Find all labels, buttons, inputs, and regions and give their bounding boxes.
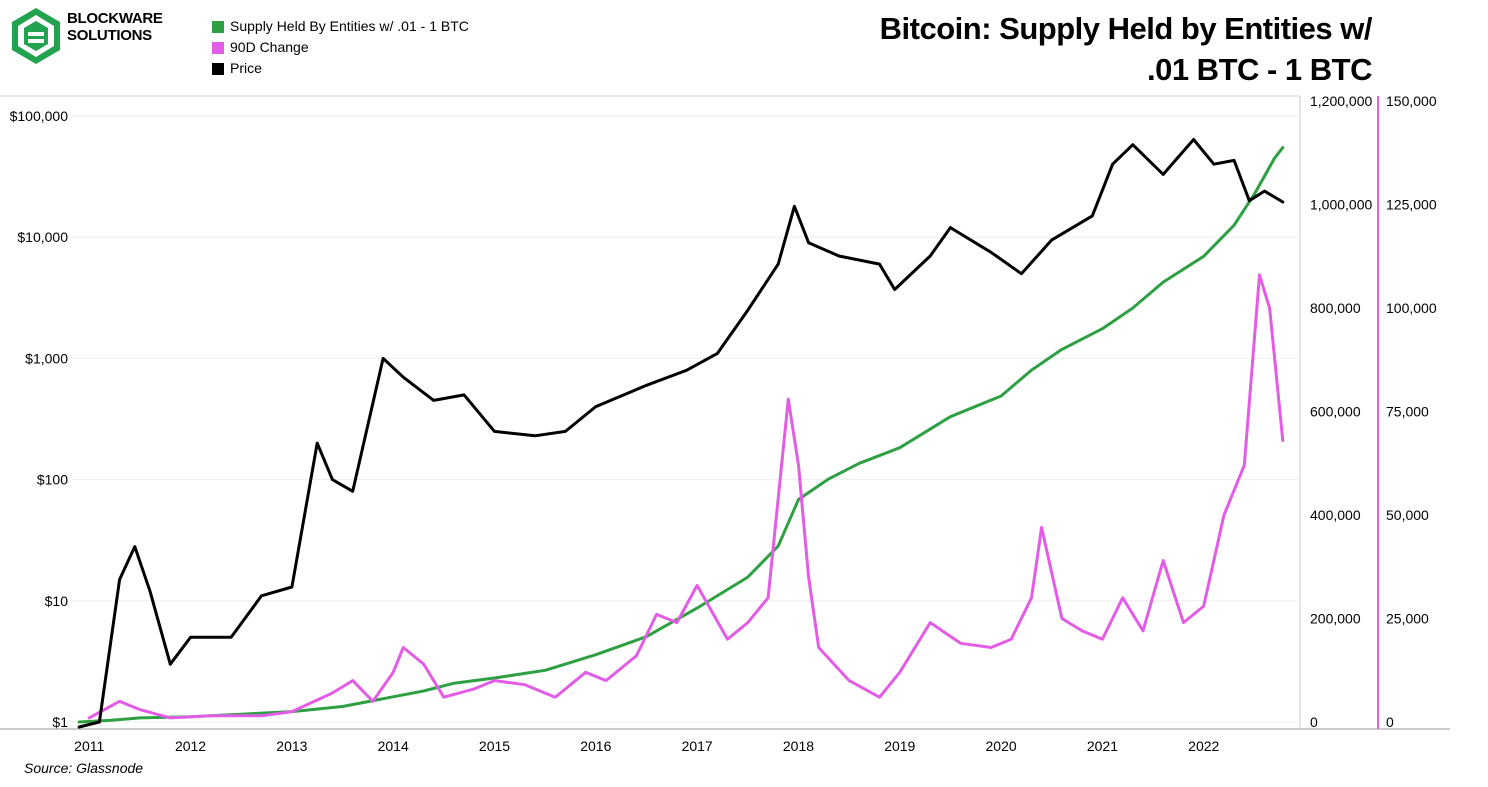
y-right-change-tick-label: 50,000 bbox=[1386, 507, 1429, 523]
x-tick-label: 2012 bbox=[175, 738, 206, 754]
supply-series-line bbox=[77, 146, 1285, 724]
y-right-change-tick-label: 100,000 bbox=[1386, 300, 1437, 316]
legend-swatch-price bbox=[212, 62, 224, 75]
y-right-change-tick-label: 0 bbox=[1386, 714, 1394, 730]
y-right-change-tick-label: 75,000 bbox=[1386, 404, 1429, 420]
y-right-change-tick-label: 25,000 bbox=[1386, 611, 1429, 627]
x-tick-label: 2017 bbox=[682, 738, 713, 754]
brand-line-2: SOLUTIONS bbox=[67, 27, 152, 44]
y-right-supply-tick-label: 1,200,000 bbox=[1310, 93, 1372, 109]
legend-item-price: Price bbox=[212, 58, 469, 79]
chart-title: Bitcoin: Supply Held by Entities w/ .01 … bbox=[879, 8, 1373, 90]
legend-label-price: Price bbox=[230, 60, 262, 76]
legend-item-supply: Supply Held By Entities w/ .01 - 1 BTC bbox=[212, 16, 469, 37]
chart-title-line-1: Bitcoin: Supply Held by Entities w/ bbox=[879, 11, 1373, 46]
source-note: Source: Glassnode bbox=[24, 760, 144, 776]
y-left-tick-label: $1 bbox=[52, 714, 68, 730]
brand-line-1: BLOCKWARE bbox=[67, 10, 163, 27]
legend-item-change: 90D Change bbox=[212, 37, 469, 58]
x-tick-label: 2020 bbox=[986, 738, 1017, 754]
y-left-tick-label: $10,000 bbox=[17, 229, 68, 245]
x-tick-label: 2022 bbox=[1188, 738, 1219, 754]
legend-label-supply: Supply Held By Entities w/ .01 - 1 BTC bbox=[230, 18, 469, 34]
legend-swatch-supply bbox=[212, 20, 224, 33]
y-right-supply-tick-label: 800,000 bbox=[1310, 300, 1361, 316]
x-tick-label: 2011 bbox=[74, 738, 104, 754]
y-right-supply-tick-label: 200,000 bbox=[1310, 611, 1361, 627]
legend-label-change: 90D Change bbox=[230, 39, 309, 55]
brand-name: BLOCKWARE SOLUTIONS bbox=[67, 10, 163, 44]
y-left-tick-label: $100,000 bbox=[10, 108, 69, 124]
x-tick-label: 2018 bbox=[783, 738, 814, 754]
x-tick-label: 2019 bbox=[884, 738, 915, 754]
x-tick-label: 2013 bbox=[276, 738, 307, 754]
y-left-tick-label: $100 bbox=[37, 472, 68, 488]
chart-title-line-2: .01 BTC - 1 BTC bbox=[1146, 52, 1373, 87]
y-right-supply-tick-label: 1,000,000 bbox=[1310, 197, 1372, 213]
blockware-logo-icon bbox=[12, 8, 60, 64]
y-right-change-tick-label: 125,000 bbox=[1386, 197, 1437, 213]
y-right-change-tick-label: 150,000 bbox=[1386, 93, 1437, 109]
x-tick-label: 2016 bbox=[580, 738, 611, 754]
y-right-supply-tick-label: 400,000 bbox=[1310, 507, 1361, 523]
y-left-tick-label: $10 bbox=[45, 593, 69, 609]
y-right-supply-tick-label: 0 bbox=[1310, 714, 1318, 730]
y-left-tick-label: $1,000 bbox=[25, 350, 68, 366]
legend-swatch-change bbox=[212, 41, 224, 54]
x-tick-label: 2014 bbox=[378, 738, 409, 754]
y-right-supply-tick-label: 600,000 bbox=[1310, 404, 1361, 420]
chart-legend: Supply Held By Entities w/ .01 - 1 BTC 9… bbox=[212, 16, 469, 79]
price-series-line bbox=[77, 138, 1285, 729]
x-tick-label: 2015 bbox=[479, 738, 510, 754]
change-series-line bbox=[87, 273, 1285, 720]
x-tick-label: 2021 bbox=[1087, 738, 1118, 754]
